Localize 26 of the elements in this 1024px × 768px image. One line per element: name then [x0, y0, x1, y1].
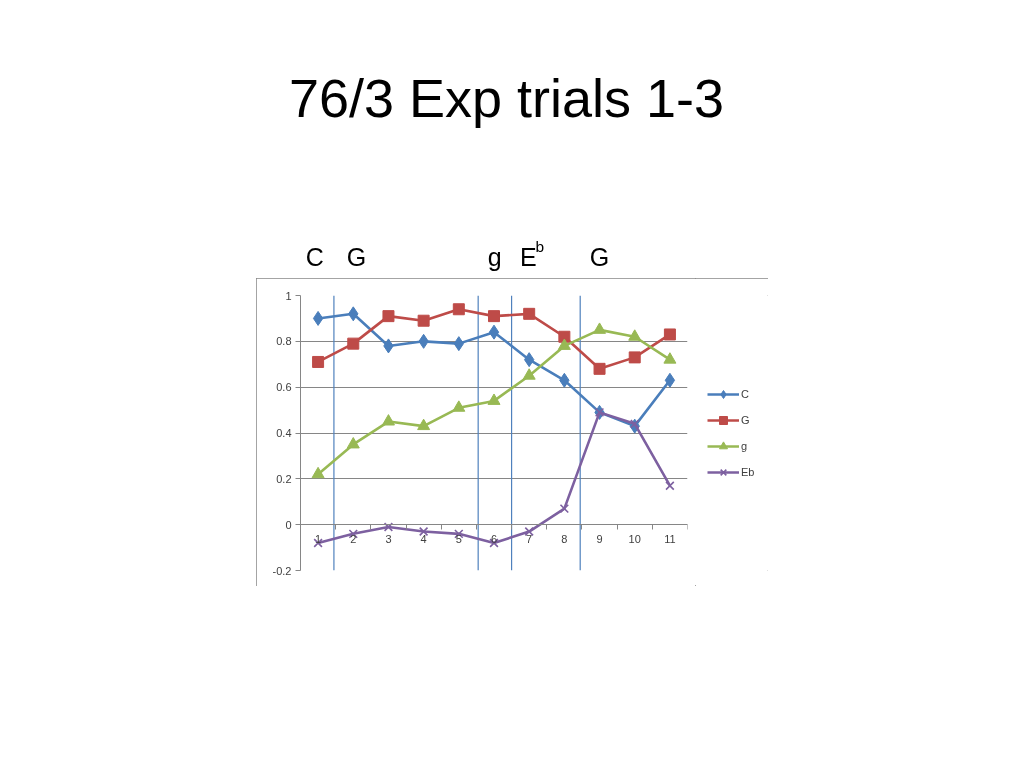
y-tick-label: 0.6 [276, 381, 292, 394]
x-tick-label: 5 [455, 532, 462, 545]
legend-label: C [741, 387, 750, 400]
x-tick-label: 2 [350, 532, 357, 545]
x-tick-label: 9 [596, 532, 603, 545]
y-tick-label: 0.8 [276, 335, 292, 348]
x-tick-label: 3 [385, 532, 392, 545]
text: C [305, 242, 324, 271]
legend-label: G [741, 413, 751, 426]
text: g [487, 242, 502, 271]
text: G [589, 242, 610, 271]
x-tick-label: 11 [664, 532, 676, 545]
y-tick-label: 0.2 [276, 472, 292, 485]
x-tick-label: 8 [561, 532, 568, 545]
legend-label: Eb [741, 465, 756, 478]
x-tick-label: 10 [628, 532, 641, 545]
y-tick-label: -0.2 [272, 564, 292, 577]
x-tick-label: 4 [420, 532, 427, 545]
chart-title: 76/3 Exp trials 1-3 [288, 67, 725, 128]
y-tick-label: 1 [285, 289, 292, 302]
y-tick-label: 0 [285, 518, 292, 531]
y-tick-label: 0.4 [276, 427, 292, 439]
x-tick-label: 1 [315, 532, 322, 545]
text: G [346, 242, 367, 271]
legend-label: g [741, 439, 749, 452]
x-tick-label: 7 [526, 532, 533, 545]
